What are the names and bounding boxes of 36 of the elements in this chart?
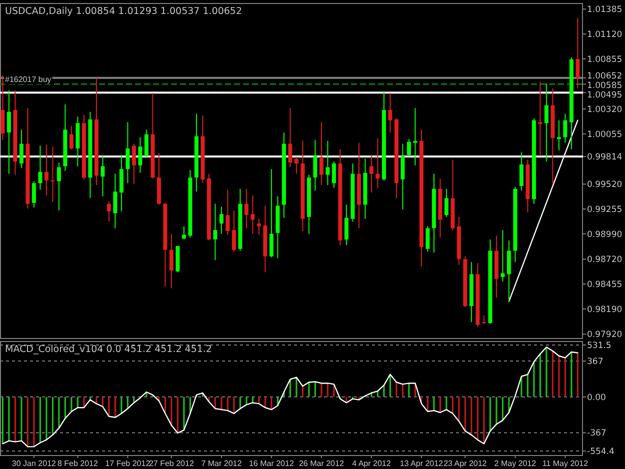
x-tick-label: 16 Mar 2012 (248, 459, 294, 468)
y-tick-label: -367 (587, 428, 606, 439)
y-tick-label: 1.01120 (587, 30, 622, 40)
y-tick-label: 367 (587, 357, 604, 368)
y-tick-label: 0.97920 (587, 330, 622, 340)
y-tick-label: 1.00855 (587, 54, 622, 65)
x-tick-label: 4 Apr 2012 (352, 459, 392, 468)
y-tick-label: -554.4 (587, 446, 614, 457)
x-tick-label: 13 Apr 2012 (400, 459, 444, 468)
y-tick-label: 0.99255 (587, 204, 622, 215)
x-tick-label: 8 Feb 2012 (57, 459, 98, 468)
y-tick-label: 0.00 (587, 392, 606, 403)
x-tick-label: 30 Jan 2012 (12, 459, 57, 468)
x-tick-label: 17 Feb 2012 (105, 459, 151, 468)
y-tick-label: 1.00652 (587, 71, 622, 82)
x-tick-label: 26 Mar 2012 (298, 459, 344, 468)
y-tick-label: 0.98720 (587, 255, 622, 266)
y-tick-label: 0.98190 (587, 304, 622, 315)
chart-title: MACD_Colored_v104 0.0 451.2 451.2 451.2 (5, 344, 212, 355)
ref-line-label: #162017 buy (5, 75, 52, 84)
y-tick-label: 1.00585 (587, 80, 622, 91)
x-tick-label: 27 Feb 2012 (148, 459, 194, 468)
y-tick-label: 0.98455 (587, 280, 622, 290)
chart-title: USDCAD,Daily 1.00854 1.01293 1.00537 1.00652 (5, 6, 242, 17)
y-tick-label: 0.98990 (587, 230, 622, 240)
y-tick-label: 0.99814 (587, 152, 622, 162)
x-tick-label: 23 Apr 2012 (444, 459, 488, 468)
y-tick-label: 531.5 (587, 340, 612, 351)
x-tick-label: 11 May 2012 (542, 459, 589, 468)
y-tick-label: 1.00320 (587, 105, 622, 116)
x-tick-label: 7 Mar 2012 (201, 459, 242, 468)
y-tick-label: 0.99520 (587, 180, 622, 190)
y-tick-label: 1.00495 (587, 90, 622, 100)
x-tick-label: 2 May 2012 (494, 459, 537, 468)
y-tick-label: 1.00055 (587, 130, 622, 140)
y-tick-label: 1.01385 (587, 5, 622, 16)
